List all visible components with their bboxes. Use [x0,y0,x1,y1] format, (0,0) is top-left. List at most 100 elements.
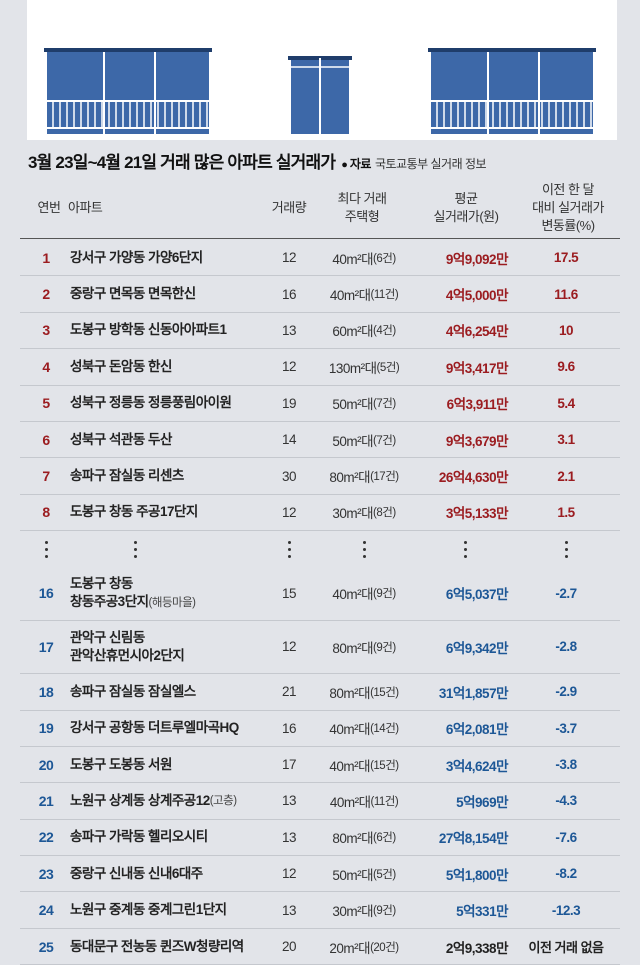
apartment-cell: 중랑구 면목동 면목한신 [70,276,270,311]
apartment-name: 송파구 잠실동 리센츠 [70,468,184,484]
source-text: 국토교통부 실거래 정보 [374,157,487,171]
apartment-name: 성북구 석관동 두산 [70,431,172,447]
table-row: 1 강서구 가양동 가양6단지 12 40m²대 (6건) 9억9,092만 17.5 [20,240,620,277]
header-change: 이전 한 달 대비 실거래가 변동률(%) [532,182,604,233]
change-cell: -12.3 [551,902,581,918]
apartment-name: 도봉구 방학동 신동아아파트1 [70,322,227,338]
left-window-group [44,48,212,134]
right-window-group [428,48,596,134]
apartment-name: 중랑구 신내동 신내6대주 [70,865,203,881]
count-cell: 17 [281,757,297,773]
count-cell: 12 [281,639,297,655]
type-size: 50m²대 [332,867,374,883]
change-cell: 3.1 [557,432,575,448]
count-cell: 14 [281,432,297,448]
rank-cell: 20 [38,756,54,773]
price-cell: 5억331만 [456,904,508,920]
type-cell: 40m²대 (9건) [310,567,418,620]
price-cell: 9억3,417만 [445,360,509,376]
type-cell: 80m²대 (15건) [310,674,418,709]
change-cell: 10 [558,322,574,338]
price-cell: 31억1,857만 [438,685,509,701]
type-count: (6건) [373,832,396,845]
count-cell: 13 [281,902,297,918]
count-cell: 12 [281,250,297,266]
table-row: 20 도봉구 도봉동 서원 17 40m²대 (15건) 3억4,624만 -3.8 [20,747,620,784]
apartment-cell: 송파구 가락동 헬리오시티 [70,820,270,855]
rank-cell: 18 [38,683,54,700]
count-cell: 12 [281,359,297,375]
change-cell: 1.5 [557,504,575,520]
rank-cell: 4 [42,358,50,375]
price-cell: 26억4,630만 [438,470,509,486]
header-apt: 아파트 [68,200,103,215]
type-size: 30m²대 [332,904,374,920]
type-cell: 80m²대 (6건) [310,820,418,855]
change-cell: -3.7 [555,720,577,736]
chart-title: 3월 23일~4월 21일 거래 많은 아파트 실거래가 [28,153,336,172]
type-size: 40m²대 [329,794,371,810]
apartment-cell: 관악구 신림동 관악산휴먼시아2단지 [70,621,270,674]
type-cell: 60m²대 (4건) [310,313,418,348]
type-size: 40m²대 [332,251,374,267]
type-size: 80m²대 [329,685,371,701]
header-type: 최다 거래 주택형 [337,191,387,224]
rank-cell: 1 [42,249,50,266]
apartment-cell: 강서구 공항동 더트루엘마곡HQ [70,711,270,746]
price-cell: 3억5,133만 [445,506,509,522]
rank-cell: 6 [42,431,50,448]
type-count: (5건) [376,361,400,374]
ellipsis-change [520,531,612,567]
rank-cell: 2 [42,286,50,303]
center-window [288,56,352,134]
count-cell: 30 [281,468,297,484]
type-count: (14건) [370,723,399,736]
table-row: 17 관악구 신림동 관악산휴먼시아2단지 12 80m²대 (9건) 6억9,342만 -2… [20,621,620,675]
change-cell: 2.1 [557,468,575,484]
ellipsis-rank [20,531,72,567]
rank-cell: 5 [42,395,50,412]
price-cell: 2억9,338만 [445,940,509,956]
type-cell: 40m²대 (6건) [310,240,418,275]
apartment-name: 도봉구 창동 주공17단지 [70,504,198,520]
table-row: 8 도봉구 창동 주공17단지 12 30m²대 (8건) 3억5,133만 1.5 [20,495,620,532]
apartment-cell: 노원구 상계동 상계주공12 (고층) [70,783,270,818]
type-size: 20m²대 [329,940,371,956]
rank-cell: 16 [38,585,54,602]
count-cell: 19 [281,395,297,411]
type-count: (15건) [370,759,399,772]
count-cell: 13 [281,322,297,338]
table-row: 16 도봉구 창동 창동주공3단지(해등마을) 15 40m²대 (9건) 6억5,037만… [20,567,620,621]
change-cell: 이전 거래 없음 [528,940,604,956]
header-divider [20,238,620,239]
change-cell: 11.6 [554,286,578,302]
apartment-name: 도봉구 도봉동 서원 [70,756,172,772]
type-cell: 40m²대 (15건) [310,747,418,782]
ellipsis-count [268,531,310,567]
table-row: 22 송파구 가락동 헬리오시티 13 80m²대 (6건) 27억8,154만 -7.6 [20,820,620,857]
type-count: (4건) [373,325,396,338]
apartment-name: 강서구 공항동 더트루엘마곡HQ [70,720,239,736]
rank-cell: 8 [42,504,50,521]
type-cell: 130m²대 (5건) [310,349,418,384]
apartment-name-line1: 관악구 신림동 [70,629,145,645]
type-count: (15건) [370,686,399,699]
type-count: (9건) [373,588,396,601]
source-label: 자료 [349,157,372,171]
count-cell: 16 [281,720,297,736]
apartment-name: 성북구 돈암동 한신 [70,358,172,374]
type-size: 130m²대 [328,360,377,376]
count-cell: 13 [281,793,297,809]
header-rank: 연번 [37,200,61,215]
apartment-name-line1: 도봉구 창동 [70,575,133,591]
type-cell: 50m²대 (7건) [310,422,418,457]
type-cell: 40m²대 (11건) [310,276,418,311]
apartment-cell: 성북구 정릉동 정릉풍림아이원 [70,386,270,421]
price-cell: 9억9,092만 [445,251,509,267]
type-size: 40m²대 [329,288,371,304]
type-cell: 80m²대 (9건) [310,621,418,674]
type-count: (6건) [373,252,396,265]
type-size: 80m²대 [332,831,374,847]
price-cell: 6억2,081만 [445,722,509,738]
type-size: 60m²대 [332,324,374,340]
